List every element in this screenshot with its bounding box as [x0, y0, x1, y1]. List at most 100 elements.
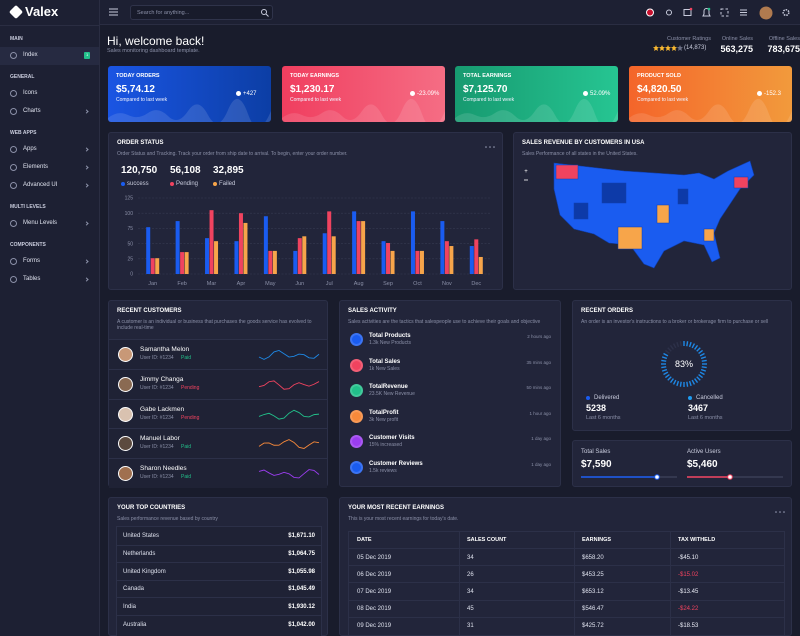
stat-card: TODAY ORDERS $5,74.12 Compared to last wee… [108, 66, 271, 122]
activity-title: TotalRevenue [369, 384, 408, 390]
cell-divider [574, 600, 575, 618]
x-tick-label: Oct [413, 281, 422, 287]
gauge-label: 83% [675, 359, 693, 369]
country-row: Netherlands $1,064.75 [117, 544, 321, 563]
dot [485, 146, 487, 148]
panel-title: SALES ACTIVITY [348, 308, 397, 314]
nav-icon [10, 108, 17, 115]
usa-map: + [524, 160, 755, 269]
activity-icon [350, 409, 363, 423]
more-icon [485, 146, 495, 148]
change-icon [757, 91, 762, 96]
earnings-cell: $453.25 [582, 571, 604, 578]
summary-value: (14,873) [684, 45, 707, 51]
cell-divider [459, 617, 460, 635]
gauge-tick [672, 343, 677, 349]
activity-time: 50 mins ago [526, 385, 551, 390]
bar [184, 252, 189, 274]
country-name: United States [123, 532, 160, 539]
nav-item[interactable]: Index 1 [0, 47, 99, 65]
handle [265, 13, 269, 17]
gauge-tick [663, 371, 669, 376]
column-header: EARNINGS [582, 536, 612, 543]
country-name: India [123, 603, 137, 610]
y-tick-label: 25 [127, 257, 133, 263]
stat-value: 120,750 [121, 165, 158, 176]
column-header: DATE [357, 536, 372, 543]
earnings-cell: 45 [467, 606, 474, 613]
customer-row: Samantha Melon User ID: #1234 Paid [109, 339, 327, 369]
earnings-cell: 05 Dec 2019 [357, 554, 392, 561]
bar [415, 250, 420, 274]
legend-dot [170, 182, 174, 186]
cell-divider [574, 532, 575, 548]
totals-panel: Total Sales $7,590 Active Users $5,460 [572, 440, 792, 487]
order-chart: 0 25 50 75 100 125 Jan Feb Mar Apr May Jun Jul Aug Sep… [125, 196, 491, 287]
earnings-cell: 26 [467, 571, 474, 578]
dot [489, 146, 491, 148]
chevron [84, 221, 89, 226]
spark [258, 469, 320, 479]
nav-item[interactable]: Tables [0, 271, 99, 289]
activity-subtitle: 1.3k New Products [369, 340, 411, 346]
nav-item[interactable]: Charts [0, 103, 99, 121]
customer-id: User ID: #1234 [140, 384, 174, 391]
nav-item[interactable]: Icons [0, 85, 99, 103]
earnings-cell: 07 Dec 2019 [357, 588, 392, 595]
nav-item[interactable]: Elements [0, 159, 99, 177]
x-tick-label: Feb [177, 281, 186, 287]
nav-item[interactable]: Apps [0, 141, 99, 159]
star [665, 45, 671, 51]
card-change: -152.3 [764, 90, 782, 97]
x-tick-label: Aug [354, 281, 364, 287]
customer-avatar [118, 406, 133, 422]
sales-map-panel: SALES REVENUE BY CUSTOMERS IN USA Sales P… [513, 132, 792, 290]
bar [214, 241, 219, 274]
earnings-row: 08 Dec 2019 45 $546.47 -$24.22 [349, 599, 784, 618]
panel-title: YOUR TOP COUNTRIES [117, 505, 186, 511]
nav-item[interactable]: Forms [0, 253, 99, 271]
legend-dot [586, 396, 590, 400]
theme-icon [666, 9, 672, 16]
bar [390, 250, 395, 274]
stat-card: TOTAL EARNINGS $7,125.70 Compared to last … [455, 66, 618, 122]
customer-avatar [118, 347, 133, 362]
customer-status: Paid [181, 444, 192, 451]
summary-item: Customer Ratings (14,873) [653, 36, 711, 58]
spark [258, 439, 320, 450]
chevron [84, 183, 89, 188]
bar [205, 238, 210, 274]
nav-item[interactable]: Menu Levels [0, 215, 99, 233]
wave [108, 99, 271, 122]
slider [581, 474, 677, 480]
activity-title: Total Products [369, 333, 411, 339]
activity-time: 2 hours ago [527, 334, 551, 339]
panel-description: Order Status and Tracking. Track your or… [117, 151, 348, 157]
order-status-panel: ORDER STATUS Order Status and Tracking. T… [108, 132, 503, 290]
total-label: Total Sales [581, 449, 611, 455]
gauge-tick [700, 368, 707, 372]
activity-icon [350, 435, 363, 448]
state [733, 176, 749, 189]
nav-icon [10, 276, 17, 283]
sparkline [258, 380, 320, 390]
bar [410, 211, 415, 274]
x-tick-label: Apr [237, 281, 246, 287]
bar [263, 216, 268, 274]
earnings-panel: YOUR MOST RECENT EARNINGS This is your mo… [339, 497, 792, 636]
bell-icon [702, 8, 711, 17]
order-value: 5238 [586, 403, 607, 413]
gauge-tick [700, 356, 707, 360]
nav-item[interactable]: Advanced UI [0, 177, 99, 195]
summary-value: 563,275 [720, 44, 753, 54]
stat-label: Pending [176, 180, 199, 187]
activity-time: 1 day ago [531, 461, 551, 467]
spark [258, 409, 320, 420]
search-box[interactable]: Search for anything... [130, 5, 273, 20]
x-tick-label: Nov [442, 281, 452, 287]
logo: Valex [25, 4, 59, 19]
card-value: $7,125.70 [463, 84, 508, 95]
earnings-cell: 09 Dec 2019 [357, 623, 392, 630]
change-icon [583, 91, 588, 96]
card-title: TOTAL EARNINGS [463, 73, 512, 79]
